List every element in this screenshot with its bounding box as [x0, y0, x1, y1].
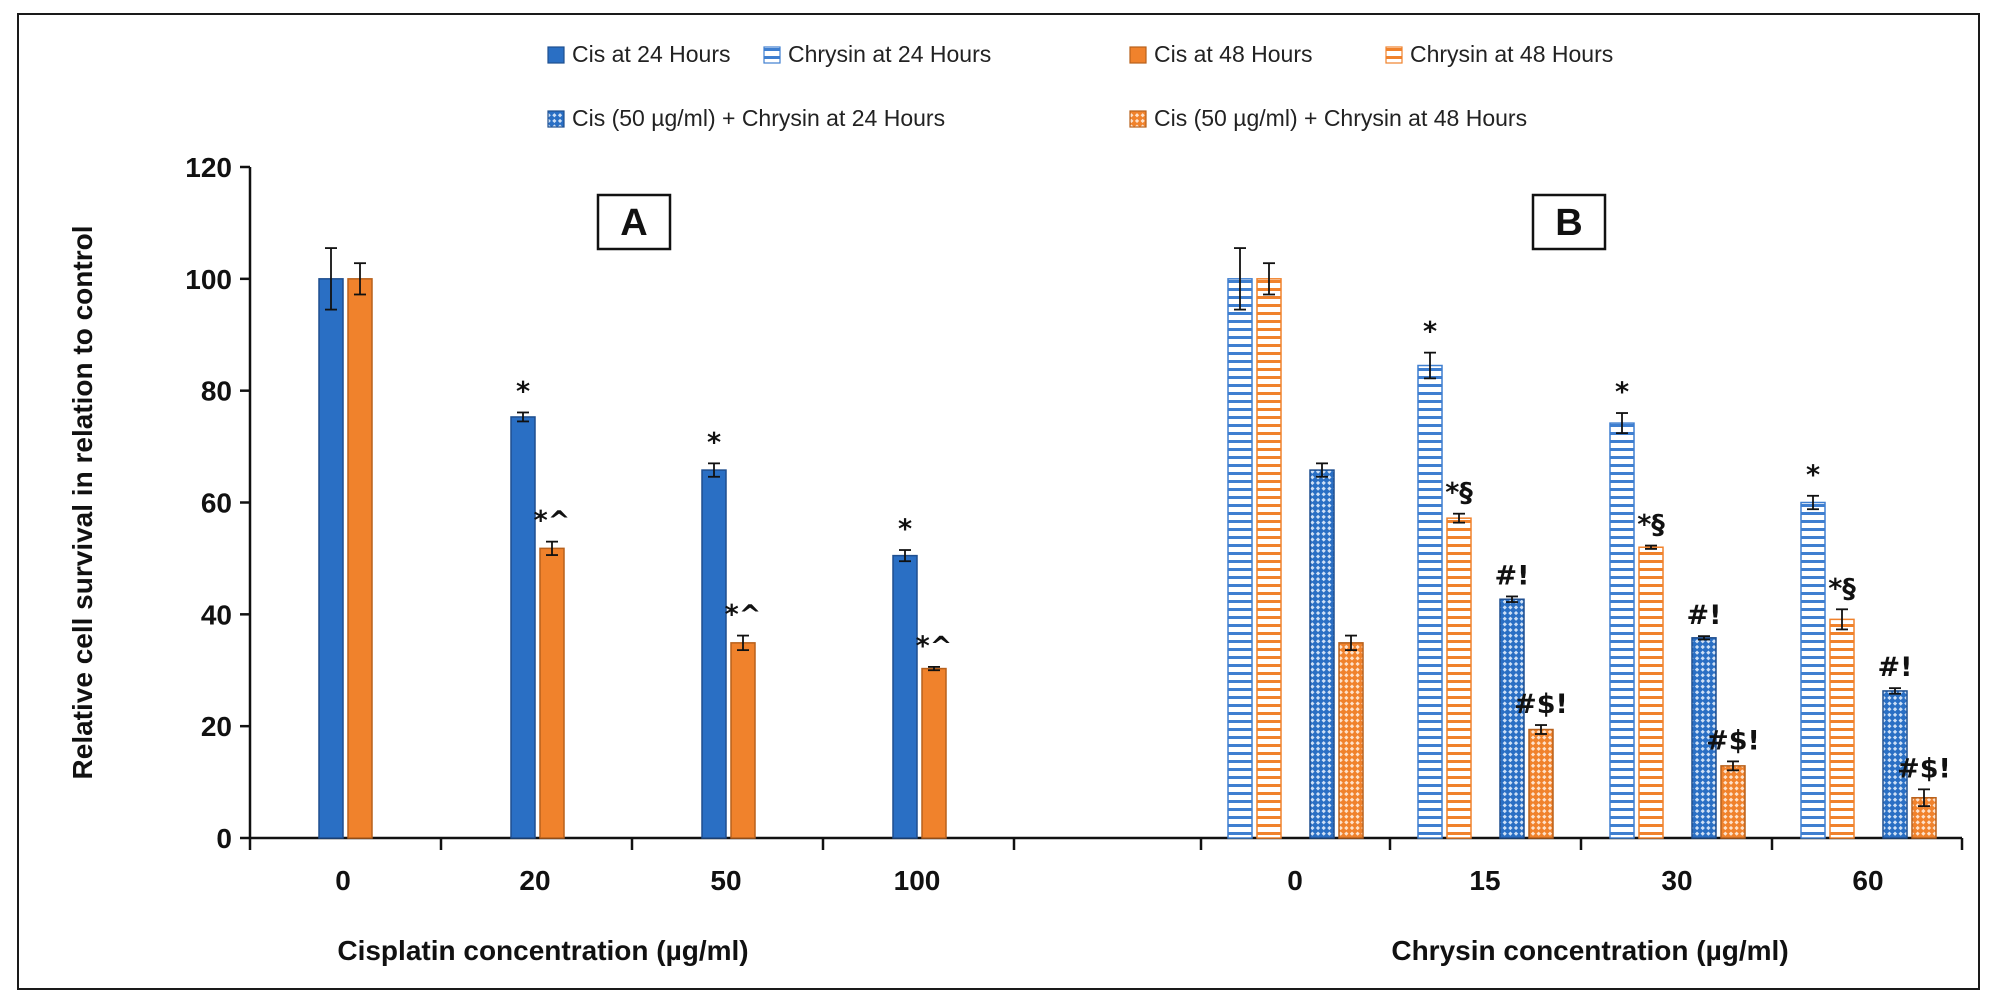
legend-label-chr48: Chrysin at 48 Hours — [1410, 41, 1613, 67]
bar-combo24-0[interactable] — [1309, 469, 1335, 839]
significance-label: *§ — [1637, 510, 1665, 541]
bar-cis48-50[interactable] — [730, 642, 756, 839]
significance-label: #! — [1687, 600, 1722, 631]
significance-label: * — [707, 427, 721, 458]
y-axis-title: Relative cell survival in relation to co… — [67, 226, 98, 780]
significance-label: * — [1806, 460, 1820, 491]
legend-swatch-cis48 — [1129, 46, 1147, 64]
bar-chr24-30[interactable] — [1609, 422, 1635, 839]
bar-combo48-15[interactable] — [1528, 728, 1554, 839]
bar-combo48-60[interactable] — [1911, 796, 1937, 839]
legend-label-cis48: Cis at 48 Hours — [1154, 41, 1313, 67]
y-tick-label: 60 — [201, 488, 232, 519]
significance-label: #! — [1878, 652, 1913, 683]
panel-label-box-B — [1531, 193, 1607, 251]
bar-chr48-15[interactable] — [1446, 517, 1472, 839]
x-tick-label: 60 — [1852, 865, 1883, 896]
axes: 0 20 40 60 80 100 120 Relative cell survival in… — [67, 152, 1964, 854]
significance-label: * — [1615, 377, 1629, 408]
legend-label-combo48: Cis (50 µg/ml) + Chrysin at 48 Hours — [1154, 105, 1527, 131]
x-tick-label: 15 — [1469, 865, 1500, 896]
legend-label-chr24: Chrysin at 24 Hours — [788, 41, 991, 67]
significance-label: #! — [1495, 560, 1530, 591]
significance-label: * — [1423, 317, 1437, 348]
bar-chr24-15[interactable] — [1417, 364, 1443, 839]
bar-chr24-60[interactable] — [1800, 501, 1826, 839]
figure-frame — [17, 13, 1980, 990]
bar-combo48-0[interactable] — [1338, 642, 1364, 839]
bar-combo48-30[interactable] — [1720, 765, 1746, 839]
panel-label-box-A — [596, 193, 672, 251]
significance-label: *§ — [1828, 573, 1856, 604]
panel-label-B: B — [1555, 202, 1582, 244]
x-tick-label: 0 — [335, 865, 351, 896]
bar-chr48-60[interactable] — [1829, 618, 1855, 839]
y-tick-label: 0 — [216, 823, 232, 854]
y-tick-label: 80 — [201, 376, 232, 407]
bar-cis24-0[interactable] — [318, 278, 344, 839]
bars — [318, 247, 1937, 839]
legend-swatch-cis24 — [547, 46, 565, 64]
legend: Cis at 24 Hours Chrysin at 24 Hours Cis at… — [547, 41, 1613, 131]
significance-label: * — [516, 376, 530, 407]
bar-cis48-20[interactable] — [539, 547, 565, 839]
significance-label: #$! — [1706, 725, 1760, 756]
labels: A 0 20 50 100 Cisplatin concentration (µg/ml)… — [335, 193, 1951, 966]
significance-label: *^ — [916, 631, 953, 662]
legend-label-combo24: Cis (50 µg/ml) + Chrysin at 24 Hours — [572, 105, 945, 131]
legend-swatch-chr24 — [763, 46, 781, 64]
x-axis-title-B: Chrysin concentration (µg/ml) — [1391, 935, 1788, 966]
y-tick-label: 20 — [201, 711, 232, 742]
x-tick-label: 0 — [1287, 865, 1303, 896]
x-tick-label: 100 — [894, 865, 941, 896]
significance-label: *^ — [534, 506, 571, 537]
significance-label: #$! — [1514, 689, 1568, 720]
bar-cis48-100[interactable] — [921, 667, 947, 839]
legend-swatch-chr48 — [1385, 46, 1403, 64]
x-axis-title-A: Cisplatin concentration (µg/ml) — [337, 935, 748, 966]
bar-cis24-20[interactable] — [510, 416, 536, 839]
bar-combo24-30[interactable] — [1691, 637, 1717, 839]
bar-cis48-0[interactable] — [347, 278, 373, 839]
bar-chr48-0[interactable] — [1256, 278, 1282, 839]
y-tick-label: 120 — [185, 152, 232, 183]
x-tick-label: 50 — [710, 865, 741, 896]
legend-swatch-combo48 — [1129, 110, 1147, 128]
bar-cis24-50[interactable] — [701, 469, 727, 839]
bar-chr24-0[interactable] — [1227, 278, 1253, 839]
bar-chr48-30[interactable] — [1638, 546, 1664, 839]
significance-label: * — [898, 514, 912, 545]
significance-label: #$! — [1897, 753, 1951, 784]
bar-cis24-100[interactable] — [892, 554, 918, 839]
panel-label-A: A — [620, 202, 647, 244]
x-tick-label: 30 — [1661, 865, 1692, 896]
bar-combo24-60[interactable] — [1882, 690, 1908, 839]
significance-label: *§ — [1445, 478, 1473, 509]
y-tick-label: 40 — [201, 599, 232, 630]
x-tick-label: 20 — [519, 865, 550, 896]
legend-label-cis24: Cis at 24 Hours — [572, 41, 731, 67]
y-tick-label: 100 — [185, 264, 232, 295]
legend-swatch-combo24 — [547, 110, 565, 128]
significance-label: *^ — [725, 600, 762, 631]
